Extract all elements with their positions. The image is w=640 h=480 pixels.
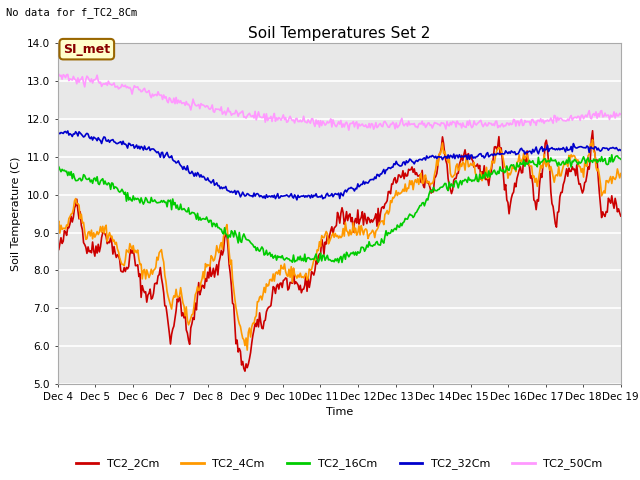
TC2_4Cm [516,160,524,166]
TC2_50Cm [617,111,625,117]
TC2_50Cm [518,117,525,122]
Line: TC2_50Cm: TC2_50Cm [58,74,621,130]
TC2_16Cm [321,257,329,263]
TC2_50Cm [345,127,353,133]
TC2_2Cm [326,232,333,238]
Legend: TC2_2Cm, TC2_4Cm, TC2_16Cm, TC2_32Cm, TC2_50Cm: TC2_2Cm, TC2_4Cm, TC2_16Cm, TC2_32Cm, TC… [71,454,607,474]
TC2_32Cm [617,147,625,153]
TC2_2Cm [54,246,61,252]
TC2_32Cm [361,181,369,187]
TC2_2Cm [605,198,613,204]
TC2_50Cm [326,119,333,125]
X-axis label: Time: Time [326,407,353,417]
TC2_16Cm [54,162,61,168]
Line: TC2_4Cm: TC2_4Cm [58,140,621,350]
Text: No data for f_TC2_8Cm: No data for f_TC2_8Cm [6,7,138,18]
TC2_4Cm [54,222,61,228]
TC2_4Cm [326,239,333,244]
TC2_4Cm [605,177,613,182]
TC2_16Cm [617,156,625,162]
TC2_16Cm [608,152,616,157]
TC2_4Cm [323,228,330,234]
TC2_2Cm [617,213,625,219]
TC2_32Cm [605,146,613,152]
TC2_2Cm [390,177,398,182]
TC2_16Cm [390,227,398,232]
Line: TC2_2Cm: TC2_2Cm [58,131,621,371]
TC2_32Cm [518,145,525,151]
TC2_50Cm [391,126,399,132]
TC2_50Cm [605,117,613,122]
TC2_32Cm [327,192,335,198]
TC2_2Cm [589,128,596,133]
TC2_32Cm [293,197,301,203]
Title: Soil Temperatures Set 2: Soil Temperatures Set 2 [248,25,430,41]
Text: SI_met: SI_met [63,43,110,56]
TC2_2Cm [241,368,249,374]
TC2_16Cm [516,160,524,166]
TC2_2Cm [360,222,367,228]
TC2_2Cm [323,241,330,247]
TC2_32Cm [54,128,61,134]
Line: TC2_32Cm: TC2_32Cm [58,131,621,200]
Line: TC2_16Cm: TC2_16Cm [58,155,621,263]
TC2_2Cm [516,164,524,170]
Y-axis label: Soil Temperature (C): Soil Temperature (C) [12,156,21,271]
TC2_16Cm [605,161,612,167]
TC2_50Cm [361,123,369,129]
TC2_4Cm [589,137,596,143]
TC2_32Cm [323,191,331,196]
TC2_4Cm [243,347,251,353]
TC2_50Cm [54,72,61,78]
TC2_4Cm [360,232,367,238]
TC2_50Cm [323,121,330,127]
TC2_16Cm [360,245,367,251]
TC2_16Cm [324,257,332,263]
TC2_4Cm [390,195,398,201]
TC2_4Cm [617,171,625,177]
TC2_16Cm [335,260,342,265]
TC2_32Cm [391,162,399,168]
TC2_32Cm [64,128,72,134]
TC2_50Cm [55,72,63,77]
